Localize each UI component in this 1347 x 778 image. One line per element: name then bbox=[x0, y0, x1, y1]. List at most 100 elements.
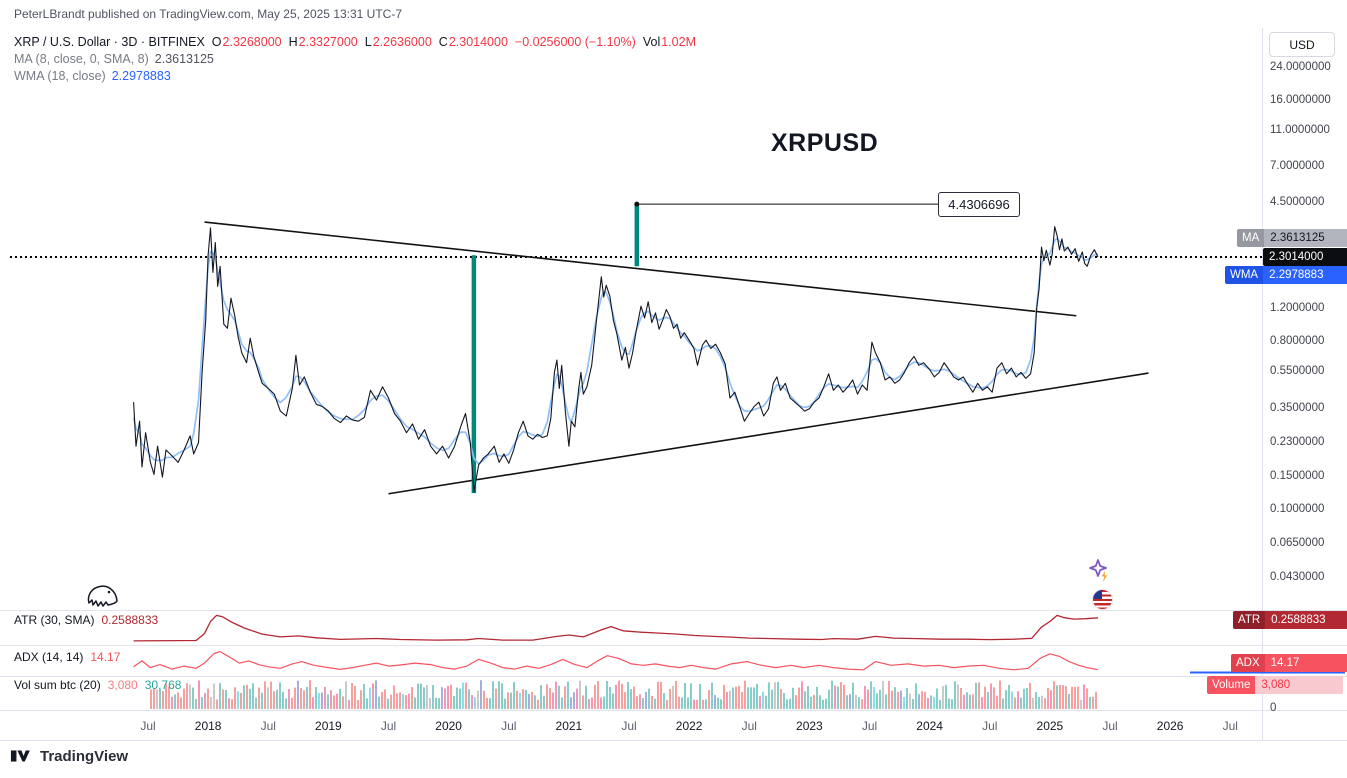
volume-bar bbox=[753, 687, 755, 709]
atr-legend-row[interactable]: ATR (30, SMA) 0.2588833 bbox=[14, 613, 158, 627]
price-tick: 0.1000000 bbox=[1270, 502, 1325, 515]
chart-title-annotation[interactable]: XRPUSD bbox=[771, 129, 879, 157]
volume-bar bbox=[756, 683, 758, 709]
volume-bar bbox=[957, 684, 959, 709]
volume-bar bbox=[648, 688, 650, 709]
volume-bar bbox=[405, 695, 407, 709]
ma-legend-row[interactable]: MA (8, close, 0, SMA, 8) 2.3613125 bbox=[14, 52, 214, 66]
volume-bar bbox=[630, 689, 632, 709]
volume-bar bbox=[780, 688, 782, 709]
upper-trendline[interactable] bbox=[204, 221, 1077, 317]
volume-bar bbox=[705, 699, 707, 709]
volume-bar bbox=[222, 689, 224, 709]
price-tick: 0.0650000 bbox=[1270, 537, 1325, 550]
volume-bar bbox=[774, 682, 776, 709]
currency-label[interactable]: USD bbox=[1269, 32, 1335, 57]
adx-badge-tag: ADX bbox=[1231, 654, 1265, 672]
tradingview-logo-icon[interactable] bbox=[10, 746, 34, 766]
volume-bar bbox=[267, 687, 269, 709]
lower-trendline[interactable] bbox=[388, 372, 1149, 495]
volume-bar bbox=[1065, 686, 1067, 709]
price-target-callout[interactable]: 4.4306696 bbox=[938, 192, 1020, 217]
volume-bar bbox=[450, 684, 452, 709]
volume-bar bbox=[276, 689, 278, 709]
volume-bar bbox=[471, 694, 473, 709]
volume-bar bbox=[531, 691, 533, 709]
volume-bar bbox=[732, 687, 734, 709]
dinosaur-drawing[interactable] bbox=[84, 581, 120, 611]
volume-bar bbox=[864, 685, 866, 709]
volume-bar bbox=[1074, 686, 1076, 709]
volume-bar bbox=[498, 681, 500, 709]
high-value: 2.3327000 bbox=[298, 35, 358, 49]
volume-bar bbox=[933, 696, 935, 709]
high-label: H bbox=[288, 35, 298, 49]
volume-bar bbox=[657, 681, 659, 709]
volume-bar bbox=[696, 699, 698, 709]
volume-bar bbox=[861, 699, 863, 709]
volume-bar bbox=[378, 696, 380, 709]
volume-bar bbox=[489, 698, 491, 709]
adx-legend-row[interactable]: ADX (14, 14) 14.17 bbox=[14, 650, 120, 664]
volume-bar bbox=[855, 694, 857, 709]
volume-bar bbox=[1002, 698, 1004, 709]
volume-bar bbox=[261, 692, 263, 709]
volume-bar bbox=[456, 687, 458, 709]
volume-bar bbox=[717, 697, 719, 709]
atr-line bbox=[133, 614, 1099, 642]
ma-badge-value: 2.3613125 bbox=[1264, 229, 1347, 247]
volume-bar bbox=[528, 694, 530, 709]
volume-bar bbox=[1095, 691, 1097, 709]
volume-bar bbox=[675, 680, 677, 709]
volume-bar bbox=[978, 682, 980, 709]
volume-bar bbox=[561, 697, 563, 709]
volume-bar bbox=[390, 694, 392, 709]
volume-bar bbox=[507, 692, 509, 709]
volume-bar bbox=[264, 681, 266, 709]
volume-bar bbox=[996, 695, 998, 709]
volume-bar bbox=[327, 694, 329, 709]
volume-bar bbox=[447, 685, 449, 709]
volume-bar bbox=[1053, 681, 1055, 709]
volume-bar bbox=[318, 693, 320, 709]
volume-legend-row[interactable]: Vol sum btc (20) 3,080 30,768 bbox=[14, 678, 181, 692]
volume-bar bbox=[834, 685, 836, 709]
volume-value: 1.02M bbox=[661, 35, 696, 49]
magic-ai-icon[interactable] bbox=[1085, 558, 1111, 586]
symbol-legend-row[interactable]: XRP / U.S. Dollar · 3D · BITFINEX O2.3268… bbox=[14, 35, 696, 49]
volume-bar bbox=[798, 687, 800, 709]
tradingview-wordmark[interactable]: TradingView bbox=[40, 747, 129, 765]
time-label-month: Jul bbox=[1222, 719, 1238, 733]
volume-bar bbox=[801, 681, 803, 709]
volume-bar bbox=[294, 687, 296, 709]
volume-bar bbox=[153, 688, 155, 709]
volume-bar bbox=[909, 693, 911, 709]
volume-bar bbox=[693, 699, 695, 709]
volume-bar bbox=[408, 693, 410, 709]
volume-bar bbox=[438, 698, 440, 709]
volume-bar bbox=[591, 697, 593, 709]
volume-bar bbox=[876, 693, 878, 709]
volume-bar bbox=[1062, 685, 1064, 709]
volume-bar bbox=[279, 682, 281, 709]
volume-bar bbox=[216, 699, 218, 709]
volume-bar bbox=[540, 685, 542, 709]
price-tick: 24.0000000 bbox=[1270, 61, 1331, 73]
us-flag-icon[interactable] bbox=[1092, 589, 1113, 610]
volume-bar bbox=[882, 681, 884, 709]
volume-bar bbox=[546, 684, 548, 709]
volume-bar bbox=[270, 681, 272, 709]
volume-zero-label: 0 bbox=[1270, 702, 1277, 714]
volume-bar bbox=[414, 697, 416, 709]
volume-bar bbox=[789, 698, 791, 709]
volume-bar bbox=[999, 680, 1001, 709]
volume-bar bbox=[768, 682, 770, 709]
wma-legend-row[interactable]: WMA (18, close) 2.2978883 bbox=[14, 69, 171, 83]
volume-bar bbox=[189, 684, 191, 709]
price-line bbox=[133, 226, 1099, 493]
volume-bar bbox=[423, 687, 425, 709]
volume-bar bbox=[306, 687, 308, 709]
volume-bar bbox=[930, 695, 932, 709]
volume-bar bbox=[162, 691, 164, 709]
